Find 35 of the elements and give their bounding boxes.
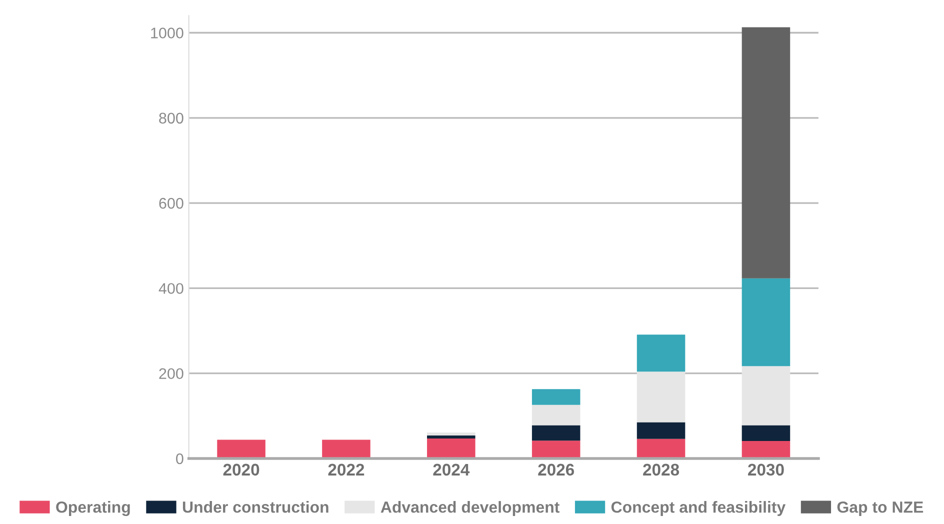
x-tick-label: 2026 xyxy=(538,464,574,476)
legend-label: Operating xyxy=(56,501,130,516)
y-tick-label: 600 xyxy=(159,198,184,209)
legend-label: Advanced development xyxy=(380,501,560,516)
y-tick-label: 1000 xyxy=(151,28,184,38)
bar xyxy=(427,432,476,436)
x-tick-label: 2030 xyxy=(748,464,784,476)
x-tick-label: 2022 xyxy=(328,464,364,476)
x-tick-label: 2028 xyxy=(643,464,680,476)
bar xyxy=(636,372,686,422)
bar xyxy=(217,440,266,458)
bar xyxy=(742,278,790,366)
legend-label: Under construction xyxy=(182,501,328,513)
bar xyxy=(427,436,476,438)
legend-label: Concept and feasibility xyxy=(611,501,786,516)
bar xyxy=(742,27,790,278)
bar xyxy=(742,366,790,426)
x-tick-label: 2020 xyxy=(223,464,260,476)
bar xyxy=(742,425,790,442)
bar xyxy=(532,440,580,458)
y-tick-label: 0 xyxy=(176,453,184,464)
bar xyxy=(427,438,476,458)
bar xyxy=(322,440,370,458)
y-tick-label: 200 xyxy=(159,368,184,380)
x-tick-label: 2024 xyxy=(433,464,470,476)
bar xyxy=(636,334,686,372)
legend-label: Gap to NZE xyxy=(837,501,924,516)
y-tick-label: 800 xyxy=(159,112,184,124)
bar xyxy=(532,404,580,426)
y-tick-label: 400 xyxy=(158,283,184,294)
bar xyxy=(742,441,790,458)
bar xyxy=(532,425,580,441)
bar xyxy=(636,422,686,439)
bar xyxy=(532,389,580,405)
bar xyxy=(636,438,686,458)
